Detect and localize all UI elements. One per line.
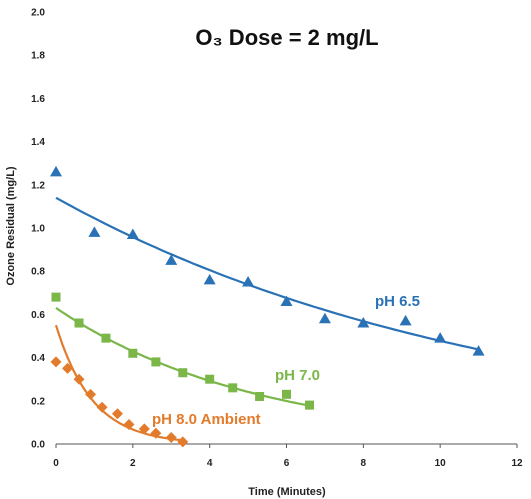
data-point-ph-6-5 [165,254,178,265]
chart-title: O₃ Dose = 2 mg/L [195,25,378,50]
series-label-ph-7-0: pH 7.0 [275,367,320,384]
data-point-ph-7-0 [178,368,188,378]
data-point-ph-6-5 [318,312,331,324]
data-point-ph-7-0 [74,318,84,328]
data-point-ph-8-0-ambient [62,362,74,374]
data-point-ph-8-0-ambient [177,436,189,448]
fit-curve-ph-6-5 [55,196,479,351]
data-point-ph-7-0 [51,292,61,302]
x-tick-label: 12 [511,458,523,469]
y-tick-label: 0.2 [31,396,45,407]
data-point-ph-7-0 [305,400,315,410]
x-tick-label: 6 [284,458,290,469]
x-tick-label: 2 [130,458,136,469]
y-tick-label: 1.0 [31,224,45,235]
y-axis-label: Ozone Residual (mg/L) [5,166,17,286]
series-label-ph-8-0-ambient: pH 8.0 Ambient [152,411,261,428]
y-tick-label: 1.8 [31,51,45,62]
data-point-ph-8-0-ambient [138,423,150,435]
data-point-ph-6-5 [242,276,255,287]
data-point-ph-6-5 [434,332,447,343]
data-point-ph-6-5 [472,345,485,356]
x-tick-label: 10 [435,458,447,469]
data-point-ph-6-5 [399,314,412,326]
data-point-ph-7-0 [151,357,161,367]
y-tick-label: 0.6 [31,310,45,321]
y-axis-ticks: 0.0 0.2 0.4 0.6 0.8 1.0 1.2 1.4 1.6 1.8 2.0 [31,8,45,451]
data-point-ph-8-0-ambient [150,427,162,439]
data-point-ph-7-0 [128,348,138,358]
y-tick-label: 0.4 [31,353,45,364]
data-point-ph-8-0-ambient [165,432,177,444]
series-labels: pH 6.5 pH 7.0 pH 8.0 Ambient [152,293,420,428]
data-point-ph-8-0-ambient [85,388,97,400]
data-point-ph-6-5 [50,165,62,177]
data-point-ph-6-5 [357,317,370,328]
data-point-ph-8-0-ambient [50,356,62,368]
x-axis-ticks: 0 2 4 6 8 10 12 [53,444,523,469]
data-point-ph-7-0 [282,389,291,399]
x-tick-label: 4 [207,458,213,469]
data-point-ph-8-0-ambient [96,401,108,413]
data-point-ph-7-0 [255,391,265,401]
data-point-ph-6-5 [126,228,139,239]
data-point-ph-8-0-ambient [111,408,123,420]
y-tick-label: 0.8 [31,267,45,278]
fit-curve-ph-7-0 [55,306,310,407]
x-tick-label: 8 [361,458,367,469]
data-point-ph-6-5 [280,295,293,306]
x-tick-label: 0 [53,458,59,469]
y-tick-label: 0.0 [31,440,45,451]
y-tick-label: 1.6 [31,94,45,105]
y-tick-label: 1.4 [31,137,45,148]
data-point-ph-7-0 [205,374,215,384]
data-points [50,165,485,448]
data-point-ph-6-5 [88,226,101,237]
data-point-ph-7-0 [101,333,111,343]
data-point-ph-7-0 [228,383,238,393]
y-tick-label: 2.0 [31,8,45,19]
data-point-ph-8-0-ambient [123,419,135,431]
fit-curves [54,196,479,442]
y-tick-label: 1.2 [31,180,45,191]
series-label-ph-6-5: pH 6.5 [375,293,420,310]
data-point-ph-8-0-ambient [73,373,85,385]
data-point-ph-6-5 [203,273,216,285]
x-axis-label: Time (Minutes) [248,486,326,498]
